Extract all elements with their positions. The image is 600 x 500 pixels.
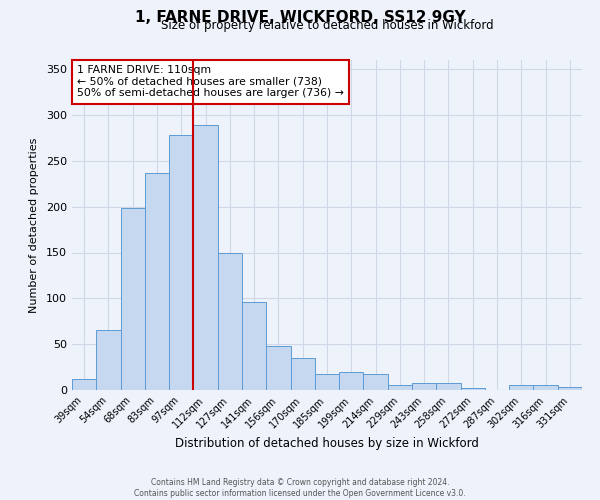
Bar <box>461 388 485 390</box>
Bar <box>315 374 339 390</box>
Bar <box>388 386 412 390</box>
Bar <box>242 302 266 390</box>
Bar <box>509 386 533 390</box>
Bar <box>145 173 169 390</box>
Text: 1 FARNE DRIVE: 110sqm
← 50% of detached houses are smaller (738)
50% of semi-det: 1 FARNE DRIVE: 110sqm ← 50% of detached … <box>77 65 344 98</box>
Bar <box>339 372 364 390</box>
Bar <box>121 208 145 390</box>
Bar <box>412 382 436 390</box>
Text: Contains HM Land Registry data © Crown copyright and database right 2024.
Contai: Contains HM Land Registry data © Crown c… <box>134 478 466 498</box>
Bar <box>290 358 315 390</box>
Bar <box>533 386 558 390</box>
Bar <box>169 135 193 390</box>
Bar <box>266 346 290 390</box>
Y-axis label: Number of detached properties: Number of detached properties <box>29 138 39 312</box>
Bar <box>218 252 242 390</box>
Bar <box>364 374 388 390</box>
Bar <box>72 379 96 390</box>
Bar <box>96 330 121 390</box>
Text: 1, FARNE DRIVE, WICKFORD, SS12 9GY: 1, FARNE DRIVE, WICKFORD, SS12 9GY <box>134 10 466 25</box>
Bar <box>193 125 218 390</box>
Title: Size of property relative to detached houses in Wickford: Size of property relative to detached ho… <box>161 20 493 32</box>
X-axis label: Distribution of detached houses by size in Wickford: Distribution of detached houses by size … <box>175 437 479 450</box>
Bar <box>558 387 582 390</box>
Bar <box>436 382 461 390</box>
